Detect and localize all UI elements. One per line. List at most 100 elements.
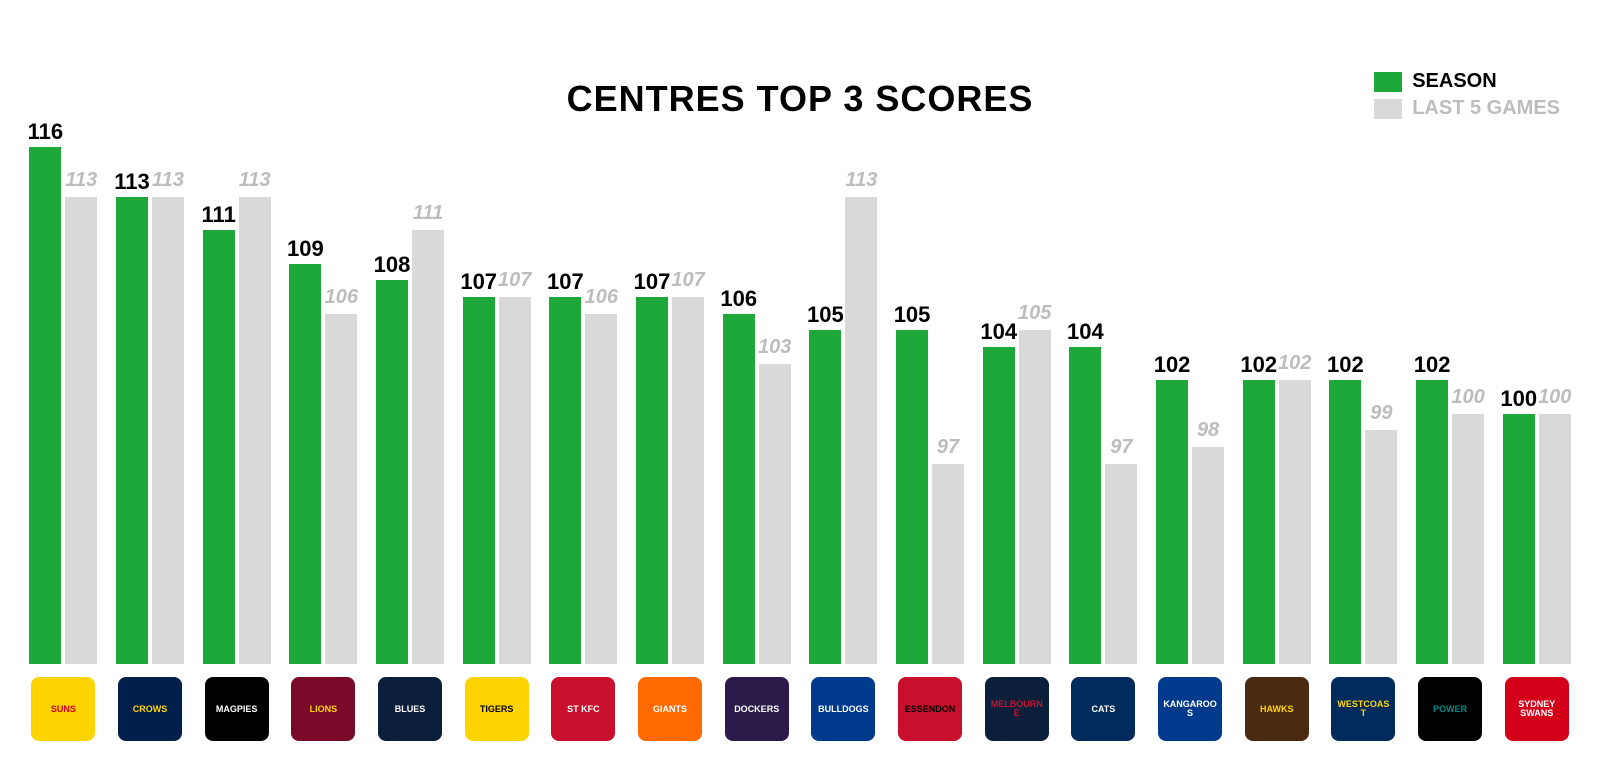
bar-label-last5: 102	[1278, 352, 1311, 375]
bar-label-last5: 105	[1018, 302, 1051, 325]
plot-area: 1161131131131111131091061081111071071071…	[20, 80, 1580, 664]
team-group: 102102	[1233, 80, 1320, 664]
team-logo-icon: SYDNEY SWANS	[1505, 677, 1569, 741]
bar-label-last5: 100	[1538, 386, 1571, 409]
bar-label-season: 116	[28, 119, 64, 145]
bar-season: 106	[723, 314, 755, 664]
team-logo-icon: CROWS	[118, 677, 182, 741]
bar-last5: 97	[1105, 464, 1137, 664]
bar-label-last5: 111	[413, 202, 443, 225]
bar-label-season: 111	[202, 202, 236, 228]
team-logo-icon: CATS	[1071, 677, 1135, 741]
bar-label-season: 105	[807, 302, 844, 328]
bar-label-last5: 106	[325, 286, 358, 309]
x-axis-team: ESSENDON	[887, 674, 974, 744]
bar-last5: 111	[412, 230, 444, 664]
bar-label-season: 106	[720, 286, 757, 312]
bar-label-last5: 107	[498, 269, 531, 292]
x-axis-team: GIANTS	[627, 674, 714, 744]
bar-label-last5: 106	[585, 286, 618, 309]
bar-label-last5: 113	[845, 169, 877, 192]
team-logo-icon: MAGPIES	[205, 677, 269, 741]
bar-label-last5: 100	[1451, 386, 1484, 409]
team-group: 105 113	[800, 80, 887, 664]
x-axis: SUNSCROWSMAGPIESLIONSBLUESTIGERSST KFCGI…	[20, 674, 1580, 744]
bar-last5: 113	[65, 197, 97, 664]
team-logo-icon: LIONS	[291, 677, 355, 741]
bar-label-last5: 99	[1370, 402, 1392, 425]
x-axis-team: MELBOURNE	[973, 674, 1060, 744]
bar-label-season: 113	[114, 169, 150, 195]
x-axis-team: BULLDOGS	[800, 674, 887, 744]
bar-last5: 100	[1452, 414, 1484, 664]
team-logo-icon: GIANTS	[638, 677, 702, 741]
bar-label-last5: 113	[239, 169, 271, 192]
team-group: 113113	[107, 80, 194, 664]
bars-row: 1161131131131111131091061081111071071071…	[20, 80, 1580, 664]
team-group: 108111	[367, 80, 454, 664]
bar-last5: 105	[1019, 330, 1051, 664]
x-axis-team: KANGAROOS	[1147, 674, 1234, 744]
team-group: 106103	[713, 80, 800, 664]
x-axis-team: BLUES	[367, 674, 454, 744]
bar-season: 116	[29, 147, 61, 664]
bar-label-season: 109	[287, 236, 324, 262]
team-logo-icon: SUNS	[31, 677, 95, 741]
x-axis-team: SYDNEY SWANS	[1493, 674, 1580, 744]
bar-label-season: 104	[980, 319, 1017, 345]
bar-last5: 100	[1539, 414, 1571, 664]
bar-season: 108	[376, 280, 408, 664]
bar-label-season: 102	[1240, 352, 1277, 378]
x-axis-team: WESTCOAST	[1320, 674, 1407, 744]
team-group: 102100	[1407, 80, 1494, 664]
team-group: 107107	[627, 80, 714, 664]
team-group: 10299	[1320, 80, 1407, 664]
team-logo-icon: WESTCOAST	[1331, 677, 1395, 741]
x-axis-team: SUNS	[20, 674, 107, 744]
team-group: 100100	[1493, 80, 1580, 664]
bar-season: 102	[1156, 380, 1188, 664]
team-group: 116113	[20, 80, 107, 664]
bar-last5: 107	[672, 297, 704, 664]
bar-season: 105	[896, 330, 928, 664]
bar-label-season: 104	[1067, 319, 1104, 345]
bar-label-last5: 107	[671, 269, 704, 292]
bar-last5: 107	[499, 297, 531, 664]
bar-season: 109	[289, 264, 321, 664]
bar-label-last5: 103	[758, 336, 791, 359]
bar-label-last5: 97	[937, 436, 959, 459]
x-axis-team: POWER	[1407, 674, 1494, 744]
bar-last5: 99	[1365, 430, 1397, 664]
x-axis-team: CATS	[1060, 674, 1147, 744]
bar-season: 105	[809, 330, 841, 664]
bar-label-season: 100	[1500, 386, 1537, 412]
x-axis-team: MAGPIES	[193, 674, 280, 744]
team-logo-icon: DOCKERS	[725, 677, 789, 741]
x-axis-team: ST KFC	[540, 674, 627, 744]
bar-last5: 98	[1192, 447, 1224, 664]
bar-season: 107	[549, 297, 581, 664]
bar-label-season: 107	[634, 269, 671, 295]
bar-label-last5: 98	[1197, 419, 1219, 442]
bar-last5: 113	[152, 197, 184, 664]
team-group: 104 97	[1060, 80, 1147, 664]
team-logo-icon: MELBOURNE	[985, 677, 1049, 741]
bar-label-last5: 113	[152, 169, 184, 192]
bar-label-season: 102	[1154, 352, 1191, 378]
team-logo-icon: ESSENDON	[898, 677, 962, 741]
bar-season: 113	[116, 197, 148, 664]
bar-last5: 113	[239, 197, 271, 664]
bar-last5: 97	[932, 464, 964, 664]
bar-label-season: 107	[547, 269, 584, 295]
team-group: 109106	[280, 80, 367, 664]
bar-label-season: 102	[1414, 352, 1451, 378]
bar-last5: 106	[585, 314, 617, 664]
team-group: 107107	[453, 80, 540, 664]
team-group: 10597	[887, 80, 974, 664]
bar-season: 107	[463, 297, 495, 664]
bar-label-last5: 113	[65, 169, 97, 192]
bar-label-season: 108	[374, 252, 411, 278]
bar-season: 100	[1503, 414, 1535, 664]
bar-label-last5: 97	[1110, 436, 1132, 459]
team-group: 10298	[1147, 80, 1234, 664]
